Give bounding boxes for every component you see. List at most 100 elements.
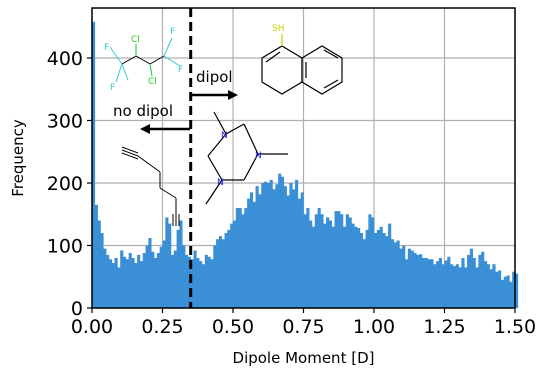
histogram-bar (483, 261, 488, 308)
histogram-bar (196, 258, 200, 308)
histogram-bar (145, 245, 149, 308)
histogram-bar (467, 254, 471, 308)
histogram-bar (492, 264, 496, 308)
histogram-bar (165, 217, 169, 308)
x-tick-label: 0.75 (282, 316, 324, 338)
x-tick-label: 0.25 (141, 316, 183, 338)
histogram-bar (351, 223, 355, 308)
fluorine-atom-label: F (178, 65, 183, 75)
histogram-bar (309, 220, 313, 308)
histogram-bar (306, 208, 310, 308)
histogram-bar (438, 258, 442, 308)
histogram-bar (405, 259, 409, 308)
histogram-bar (379, 226, 383, 308)
histogram-bar (359, 233, 364, 308)
histogram-bar (362, 239, 366, 308)
histogram-bar (235, 208, 239, 308)
histogram-bar (227, 229, 231, 308)
histogram-bar (295, 179, 299, 308)
histogram-bar (142, 253, 146, 308)
histogram-bar (269, 179, 273, 308)
x-tick-label: 1.00 (353, 316, 395, 338)
histogram-bar (114, 258, 118, 308)
histogram-bar (489, 269, 493, 308)
histogram-bar (252, 201, 256, 308)
histogram-bar (410, 250, 414, 308)
histogram-bar (289, 183, 293, 308)
histogram-bar (283, 186, 287, 308)
histogram-bar (238, 208, 242, 308)
x-tick-label: 1.25 (423, 316, 465, 338)
histogram-bar (337, 211, 341, 308)
histogram-bar (320, 214, 324, 308)
histogram-bar (303, 214, 307, 308)
no-dipol-annotation: no dipol (113, 102, 190, 134)
histogram-bar (368, 214, 372, 308)
sulfur-atom-label: SH (272, 24, 284, 34)
histogram-bar (430, 259, 434, 308)
histogram-bar (407, 248, 411, 308)
y-axis-ticks: 0 100 200 300 400 (47, 48, 92, 320)
x-tick-label: 1.50 (494, 316, 536, 338)
histogram-bar (348, 217, 352, 308)
histogram-bar (314, 214, 318, 308)
histogram-bar (500, 279, 505, 308)
histogram-bar (323, 223, 327, 308)
histogram-bar (123, 256, 127, 308)
histogram-bar (159, 246, 163, 308)
histogram-bar (247, 198, 251, 308)
histogram-bar (481, 251, 485, 308)
histogram-bar (241, 214, 245, 308)
histogram-bar (388, 223, 392, 308)
x-tick-label: 0.50 (212, 316, 254, 338)
histogram-bar (258, 194, 262, 308)
histogram-bar (455, 264, 459, 308)
histogram-bar (193, 250, 197, 308)
histogram-bar (233, 220, 237, 308)
histogram-bar (365, 229, 369, 308)
histogram-bar (419, 254, 423, 308)
nitrogen-atom-label: N (217, 178, 224, 188)
histogram-bar (498, 270, 502, 308)
histogram-bar (286, 195, 290, 308)
histogram-bar (264, 181, 268, 308)
histogram-bar (139, 261, 144, 308)
histogram-bar (275, 184, 279, 308)
histogram-bar (249, 192, 254, 308)
histogram-bar (244, 208, 248, 308)
histogram-bar (92, 21, 96, 308)
histogram-bar (134, 263, 138, 308)
nitrogen-atom-label: N (221, 131, 228, 141)
histogram-bar (207, 256, 211, 308)
histogram-bar (201, 264, 206, 308)
fluorine-atom-label: F (104, 43, 109, 53)
histogram-bar (390, 239, 395, 308)
histogram-bar (94, 204, 98, 308)
histogram-bar (278, 173, 282, 308)
histogram-bar (475, 267, 479, 308)
nitrogen-atom-label: N (255, 151, 262, 161)
histogram-bar (385, 236, 389, 308)
histogram-bar (190, 259, 194, 308)
histogram-bar (182, 245, 186, 308)
histogram-bar (261, 183, 265, 308)
tetrafluoro-dichloro-molecule-icon: F F F F Cl Cl (104, 27, 183, 93)
histogram-bar (106, 254, 110, 308)
naphthalenethiol-molecule-icon: SH (261, 24, 343, 95)
histogram-bar (179, 220, 183, 308)
histogram-bar (224, 233, 228, 308)
histogram-bar (185, 254, 189, 308)
y-tick-label: 400 (47, 48, 83, 70)
histogram-bar (421, 258, 426, 308)
histogram-bar (213, 245, 217, 308)
histogram-bar (292, 189, 296, 308)
histogram-bar (342, 226, 347, 308)
histogram-bar (156, 253, 160, 308)
histogram-bar (210, 259, 214, 308)
histogram-bar (452, 266, 457, 308)
histogram-bar (340, 214, 344, 308)
histogram-bar (486, 264, 490, 308)
histogram-bar (464, 267, 468, 308)
y-tick-label: 300 (47, 111, 83, 133)
